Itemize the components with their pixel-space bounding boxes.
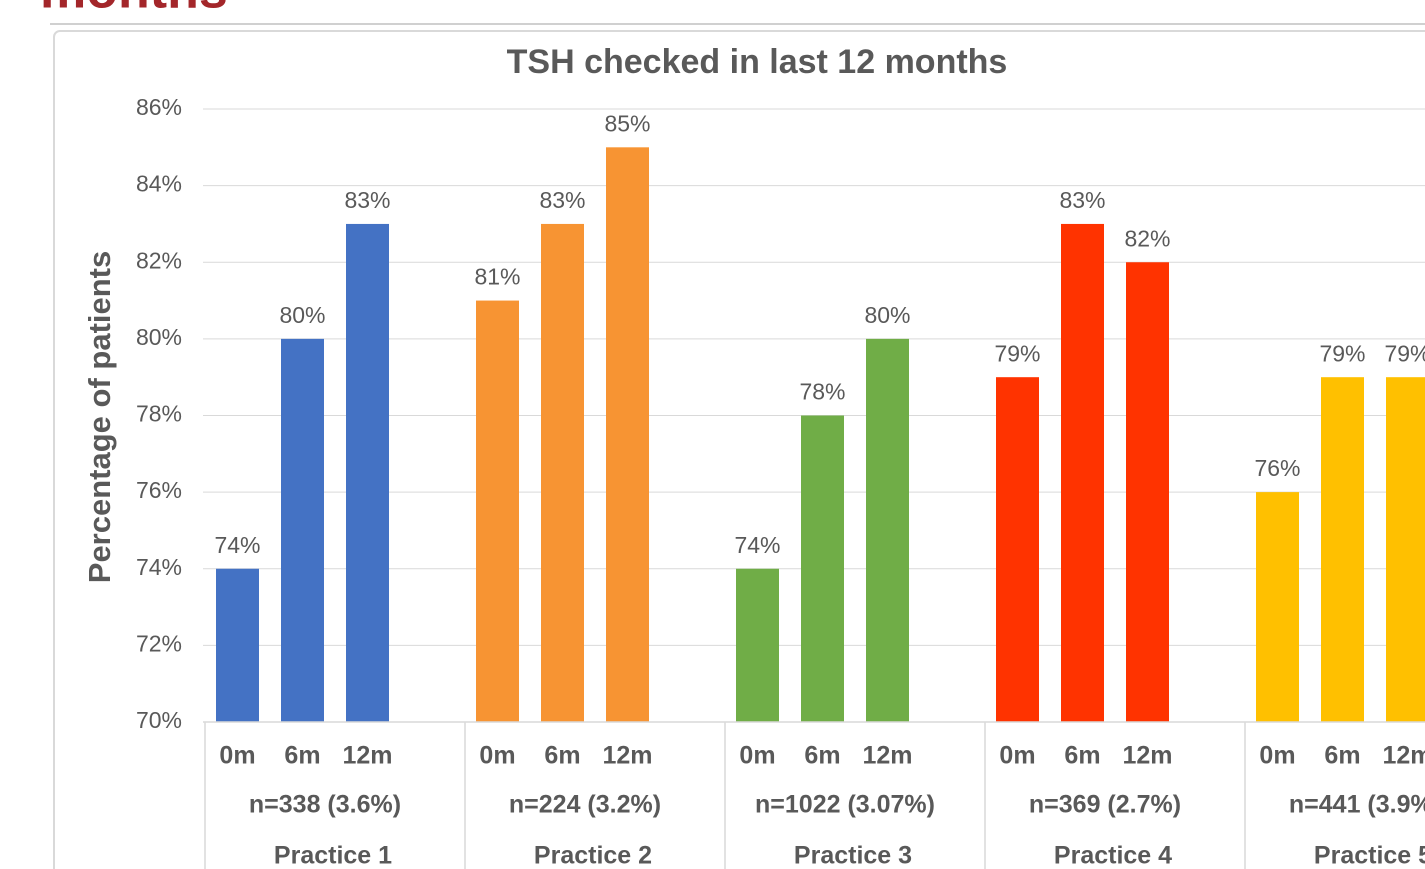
bar	[346, 223, 389, 722]
group-label: Practice 5	[1314, 842, 1425, 869]
bar	[1321, 377, 1364, 722]
value-label: 78%	[799, 379, 845, 405]
x-tick-label: 6m	[544, 742, 580, 770]
y-tick-label: 70%	[136, 707, 182, 733]
bar	[541, 223, 584, 722]
x-tick-label: 6m	[804, 742, 840, 770]
value-label: 74%	[734, 532, 780, 558]
x-tick-label: 0m	[739, 742, 775, 770]
value-label: 79%	[1319, 340, 1365, 366]
x-tick-label: 12m	[862, 742, 912, 770]
y-tick-label: 80%	[136, 324, 182, 350]
x-tick-label: 12m	[1382, 742, 1425, 770]
x-tick-label: 0m	[219, 742, 255, 770]
x-tick-label: 12m	[602, 742, 652, 770]
x-tick-label: 6m	[284, 742, 320, 770]
value-label: 80%	[279, 302, 325, 328]
value-label: 83%	[344, 187, 390, 213]
group-n-label: n=224 (3.2%)	[509, 791, 661, 819]
group-n-label: n=1022 (3.07%)	[755, 791, 935, 819]
bar	[216, 568, 259, 722]
y-axis-label: Percentage of patients	[82, 251, 117, 583]
bar	[866, 338, 909, 722]
x-tick-label: 0m	[479, 742, 515, 770]
x-tick-label: 6m	[1324, 742, 1360, 770]
value-label: 85%	[604, 110, 650, 136]
value-label: 76%	[1254, 455, 1300, 481]
bar	[1386, 377, 1425, 722]
group-label: Practice 2	[534, 842, 652, 869]
bar	[1061, 223, 1104, 722]
value-label: 81%	[474, 264, 520, 290]
group-n-label: n=369 (2.7%)	[1029, 791, 1181, 819]
value-label: 82%	[1124, 225, 1170, 251]
x-tick-label: 6m	[1064, 742, 1100, 770]
bar	[736, 568, 779, 722]
value-label: 79%	[1384, 340, 1425, 366]
bar	[801, 415, 844, 722]
y-tick-label: 86%	[136, 94, 182, 120]
y-tick-label: 82%	[136, 247, 182, 273]
value-label: 74%	[214, 532, 260, 558]
value-label: 79%	[994, 340, 1040, 366]
bar	[281, 338, 324, 722]
x-tick-label: 0m	[999, 742, 1035, 770]
page-heading: months	[40, 0, 228, 20]
x-tick-label: 12m	[342, 742, 392, 770]
value-label: 80%	[864, 302, 910, 328]
y-tick-label: 74%	[136, 554, 182, 580]
group-n-label: n=441 (3.9%)	[1289, 791, 1425, 819]
y-tick-label: 84%	[136, 171, 182, 197]
y-tick-label: 72%	[136, 630, 182, 656]
y-tick-label: 76%	[136, 477, 182, 503]
group-n-label: n=338 (3.6%)	[249, 791, 401, 819]
bar	[1256, 492, 1299, 722]
y-tick-label: 78%	[136, 401, 182, 427]
group-label: Practice 4	[1054, 842, 1172, 869]
bar	[1126, 262, 1169, 722]
chart-title: TSH checked in last 12 months	[507, 43, 1008, 81]
group-label: Practice 1	[274, 842, 392, 869]
bar	[996, 377, 1039, 722]
value-label: 83%	[539, 187, 585, 213]
bar	[476, 300, 519, 722]
bar	[606, 147, 649, 722]
x-tick-label: 12m	[1122, 742, 1172, 770]
group-label: Practice 3	[794, 842, 912, 869]
x-tick-label: 0m	[1259, 742, 1295, 770]
value-label: 83%	[1059, 187, 1105, 213]
